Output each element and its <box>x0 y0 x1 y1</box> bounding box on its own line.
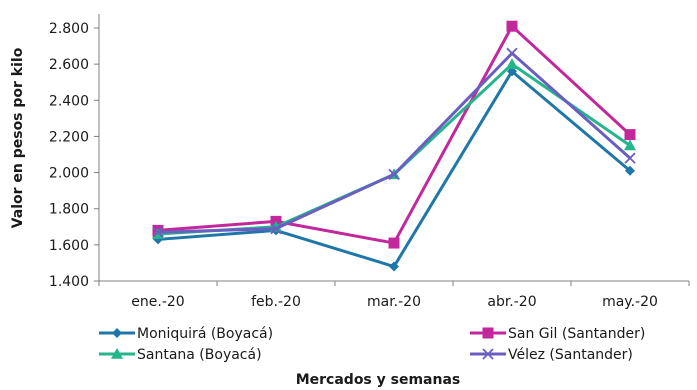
y-tick-label: 1.800 <box>49 202 89 218</box>
legend-label: San Gil (Santander) <box>508 326 645 342</box>
data-point <box>624 152 636 164</box>
series-group <box>152 47 636 238</box>
x-axis-ticks: ene.-20 feb.-20 mar.-20 abr.-20 may.-20 <box>98 281 690 310</box>
data-point <box>389 261 399 272</box>
y-tick-label: 2.000 <box>49 166 89 182</box>
legend-label: Moniquirá (Boyacá) <box>137 326 273 342</box>
y-tick-label: 2.400 <box>49 93 89 109</box>
legend-marker <box>482 348 494 360</box>
data-point <box>506 47 518 59</box>
legend-marker <box>482 327 494 339</box>
data-point <box>388 168 400 181</box>
legend-item: San Gil (Santander) <box>470 326 645 342</box>
data-point <box>624 129 636 141</box>
data-point <box>624 139 636 151</box>
y-tick-label: 2.600 <box>49 57 89 73</box>
legend-marker <box>112 328 122 338</box>
data-point <box>152 226 164 238</box>
series-group <box>152 20 636 249</box>
legend-item: Moniquirá (Boyacá) <box>99 326 273 342</box>
data-point <box>270 222 282 235</box>
y-tick-label: 2.200 <box>49 129 89 145</box>
series-line <box>157 51 631 234</box>
series-line <box>157 24 632 245</box>
series-line <box>157 62 631 236</box>
x-tick-label: may.-20 <box>602 294 658 310</box>
data-point <box>506 20 518 32</box>
x-tick-label: abr.-20 <box>487 294 536 310</box>
data-point <box>506 58 518 69</box>
plot-area <box>152 20 636 272</box>
y-axis-title: Valor en pesos por kilo <box>10 47 26 228</box>
legend-label: Santana (Boyacá) <box>137 347 262 363</box>
y-tick-label: 1.400 <box>49 274 89 290</box>
series-group <box>152 58 636 239</box>
data-point <box>388 237 400 249</box>
y-tick-label: 2.800 <box>49 21 89 37</box>
legend-marker <box>111 348 123 359</box>
legend-item: Santana (Boyacá) <box>99 347 262 363</box>
data-point <box>625 165 635 176</box>
legend: Moniquirá (Boyacá) San Gil (Santander) San… <box>99 326 645 363</box>
x-tick-label: mar.-20 <box>367 294 421 310</box>
x-tick-label: feb.-20 <box>251 294 301 310</box>
x-axis-title: Mercados y semanas <box>296 372 461 388</box>
x-tick-label: ene.-20 <box>131 294 184 310</box>
y-axis-ticks: 1.400 1.600 1.800 2.000 2.200 2.400 2.600 2.800 <box>49 21 99 290</box>
legend-item: Vélez (Santander) <box>470 347 633 363</box>
legend-label: Vélez (Santander) <box>508 347 633 363</box>
y-tick-label: 1.600 <box>49 238 89 254</box>
